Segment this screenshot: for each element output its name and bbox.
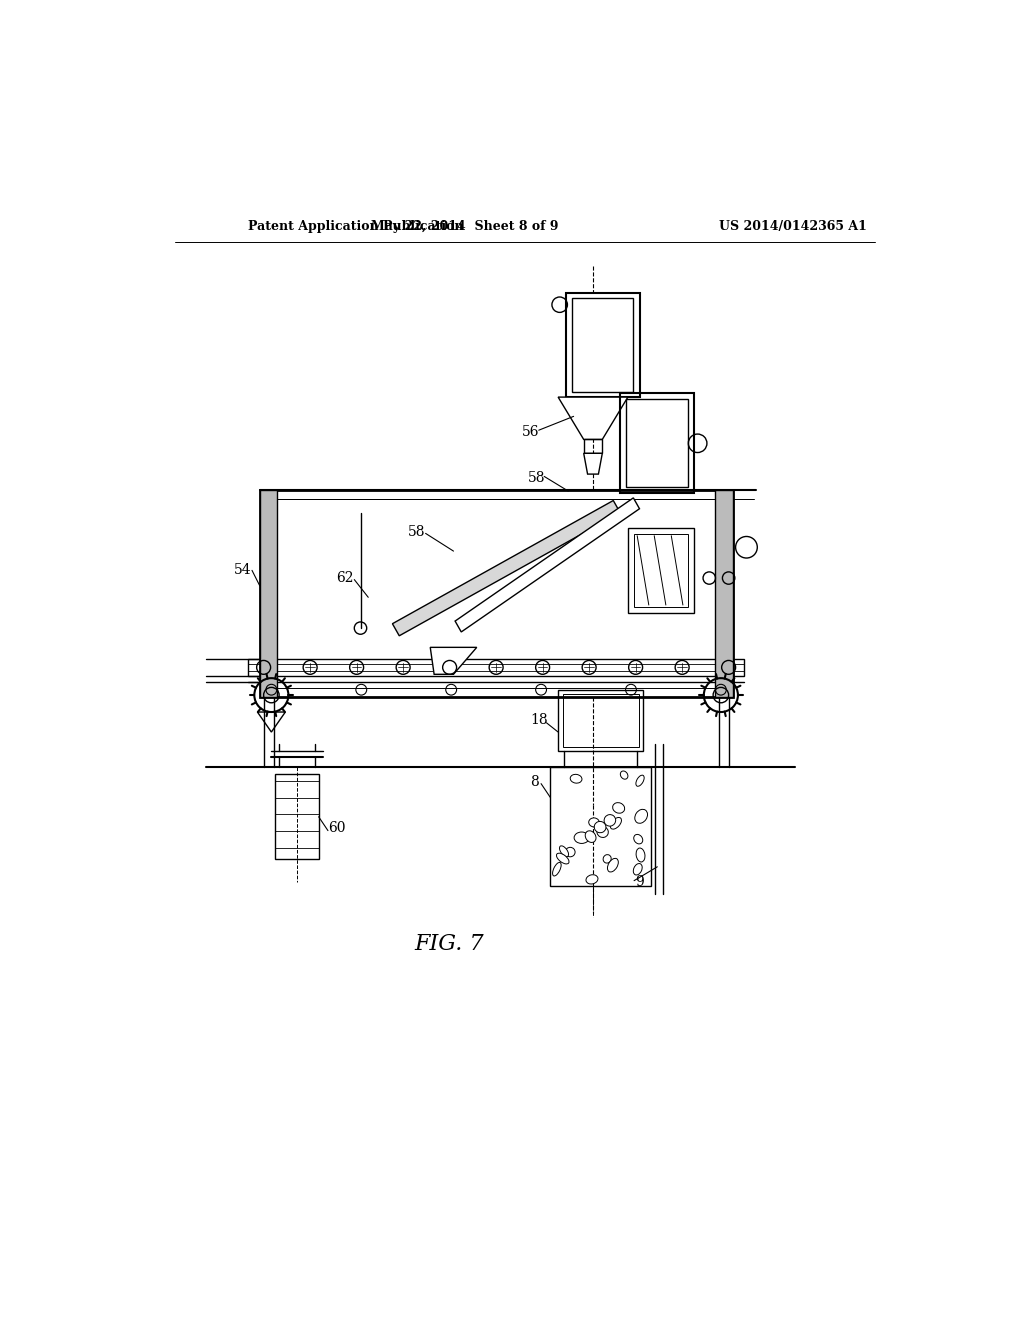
Ellipse shape [594,821,606,833]
Bar [248,659,744,676]
Ellipse shape [636,847,645,862]
Text: 58: 58 [408,525,425,539]
Ellipse shape [636,775,644,787]
Bar [634,535,687,607]
Ellipse shape [603,854,611,863]
Bar [621,393,693,494]
Text: 9: 9 [635,875,644,890]
Ellipse shape [570,775,582,783]
Ellipse shape [612,803,625,813]
Bar [566,293,640,397]
Bar [260,490,276,697]
Ellipse shape [556,853,569,863]
Polygon shape [455,498,640,632]
Polygon shape [257,711,286,733]
Text: US 2014/0142365 A1: US 2014/0142365 A1 [719,219,866,232]
Ellipse shape [633,863,642,875]
Text: 56: 56 [522,425,540,438]
Bar [627,399,688,487]
Bar [628,528,693,612]
Ellipse shape [574,832,589,843]
Bar [716,490,732,697]
Text: 18: 18 [530,714,548,727]
Ellipse shape [610,817,622,829]
Polygon shape [392,500,621,636]
Bar [584,440,602,453]
Text: May 22, 2014  Sheet 8 of 9: May 22, 2014 Sheet 8 of 9 [372,219,559,232]
Text: 60: 60 [329,821,346,836]
Bar [260,490,732,697]
Ellipse shape [553,862,561,876]
Text: Patent Application Publication: Patent Application Publication [248,219,464,232]
Bar [275,775,318,859]
Ellipse shape [604,814,615,826]
Text: 62: 62 [336,572,353,585]
Ellipse shape [559,846,568,857]
Ellipse shape [586,875,598,884]
Bar [550,767,651,886]
Ellipse shape [586,830,596,842]
Text: 54: 54 [233,564,252,577]
Text: FIG. 7: FIG. 7 [415,933,484,954]
Polygon shape [430,647,477,675]
Polygon shape [584,453,602,474]
Ellipse shape [565,847,575,857]
Text: 8: 8 [530,775,540,789]
Bar [563,694,639,747]
Ellipse shape [635,809,647,824]
Ellipse shape [597,826,608,837]
Bar [572,298,633,392]
Ellipse shape [621,771,628,779]
Text: 58: 58 [527,471,545,484]
Bar [558,689,643,751]
Ellipse shape [634,834,643,843]
Bar [269,499,723,688]
Ellipse shape [607,858,618,873]
Polygon shape [558,397,628,440]
Ellipse shape [589,818,599,826]
